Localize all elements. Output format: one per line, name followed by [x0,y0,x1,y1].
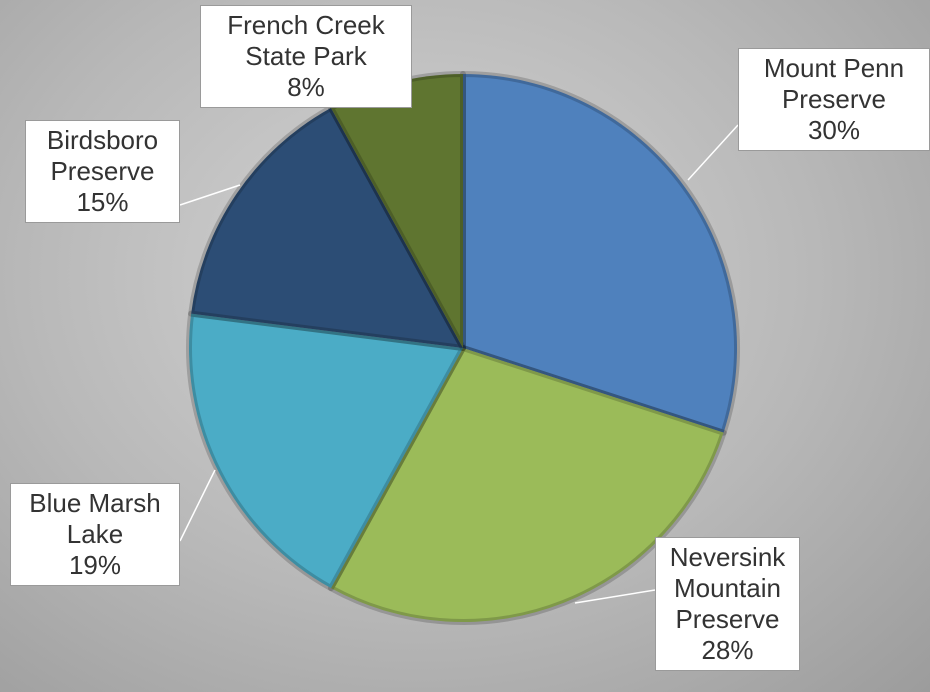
pie-slice [460,71,740,436]
value-label: 30% [807,115,861,145]
category-label: Birdsboro Preserve [46,125,159,186]
value-label: 19% [68,550,122,580]
category-label: Mount Penn Preserve [763,53,905,114]
pie-slice [186,310,466,592]
leader-line [179,469,216,542]
data-label: French Creek State Park 8% [200,5,412,108]
category-label: Neversink Mountain Preserve [669,542,786,634]
pie-slice [327,345,727,625]
value-label: 8% [287,72,325,102]
leader-line [574,589,656,604]
category-label: French Creek State Park [227,10,385,71]
leader-line [179,184,241,206]
data-label: Birdsboro Preserve 15% [25,120,180,223]
data-label: Neversink Mountain Preserve 28% [655,537,800,671]
category-label: Blue Marsh Lake [29,488,161,549]
pie-slice [188,104,466,351]
leader-line [687,124,739,181]
data-label: Mount Penn Preserve 30% [738,48,930,151]
data-label: Blue Marsh Lake 19% [10,483,180,586]
value-label: 15% [76,187,129,217]
value-label: 28% [701,635,754,665]
